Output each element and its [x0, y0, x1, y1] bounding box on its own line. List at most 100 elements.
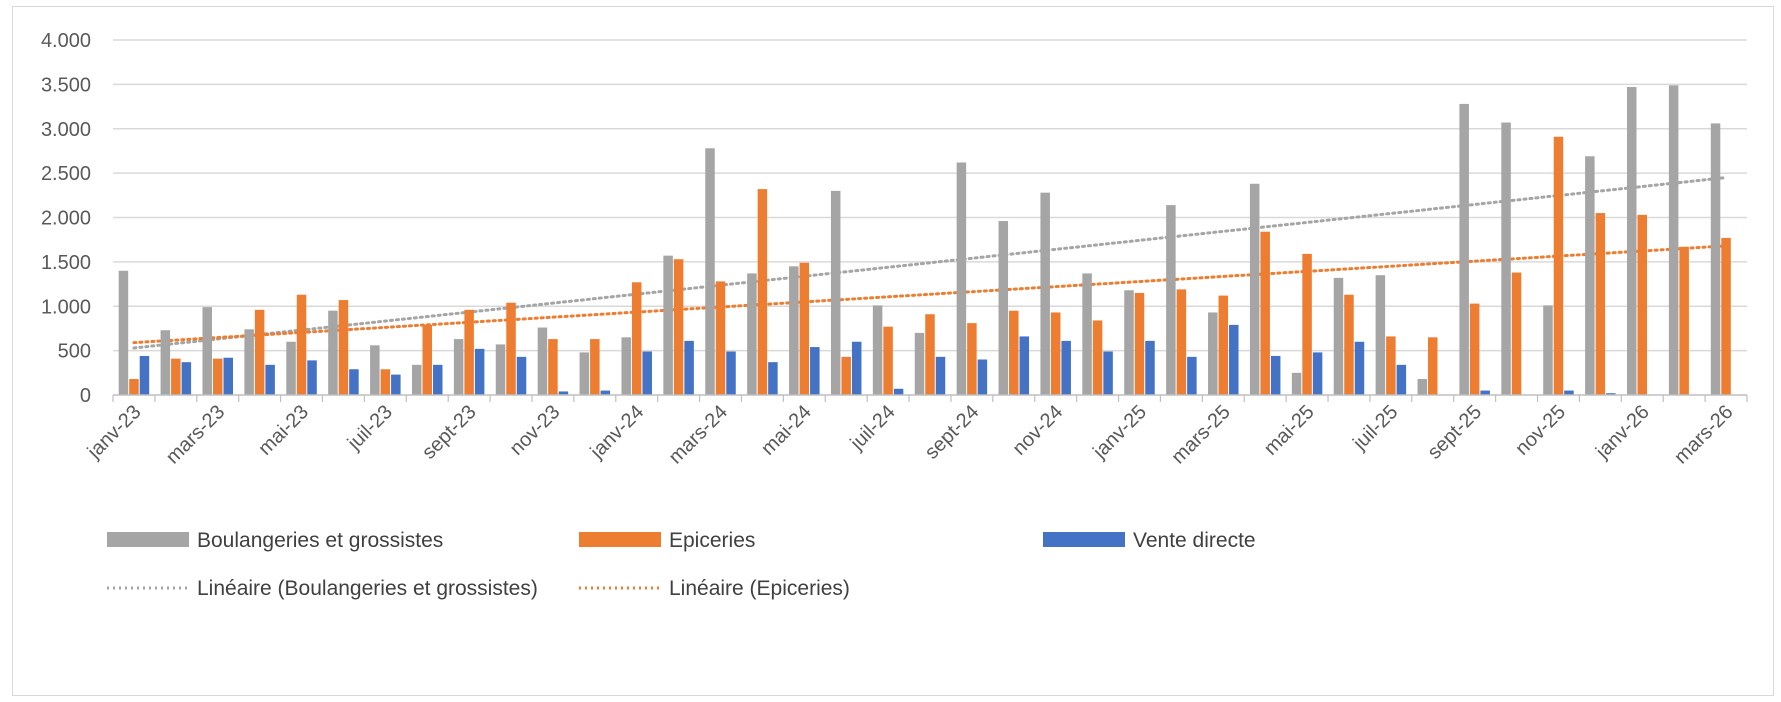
bar-boulangeries-et-grossistes — [202, 307, 212, 395]
bar-vente-directe — [1145, 340, 1155, 395]
x-tick-label: mars-25 — [1167, 401, 1234, 468]
bar-epiceries — [422, 324, 432, 395]
bar-boulangeries-et-grossistes — [1333, 277, 1344, 395]
bar-vente-directe — [139, 355, 150, 395]
bar-epiceries — [1637, 214, 1648, 395]
bar-vente-directe — [1396, 364, 1407, 395]
x-tick-label: mai-24 — [757, 401, 816, 460]
bar-vente-directe — [432, 364, 443, 395]
bar-vente-directe — [977, 359, 988, 395]
bar-boulangeries-et-grossistes — [579, 352, 590, 395]
bar-epiceries — [1134, 292, 1145, 395]
bar-boulangeries-et-grossistes — [830, 190, 841, 395]
bar-epiceries — [338, 300, 349, 395]
bar-epiceries — [1009, 310, 1019, 395]
bar-boulangeries-et-grossistes — [914, 332, 925, 395]
bar-epiceries — [1344, 294, 1354, 395]
bar-boulangeries-et-grossistes — [705, 148, 715, 395]
legend-swatch-epiceries — [579, 532, 661, 547]
bar-vente-directe — [1270, 355, 1281, 395]
bar-epiceries — [1260, 231, 1270, 395]
legend-label-epiceries: Epiceries — [669, 529, 755, 552]
x-tick-label: mars-24 — [665, 401, 732, 468]
bar-vente-directe — [935, 356, 946, 395]
bar-boulangeries-et-grossistes — [160, 330, 171, 395]
bar-vente-directe — [307, 360, 317, 395]
bar-boulangeries-et-grossistes — [1417, 379, 1428, 395]
bar-vente-directe — [516, 356, 527, 395]
bar-epiceries — [296, 294, 307, 395]
legend-swatch-boulangeries — [107, 532, 189, 547]
bar-epiceries — [506, 302, 516, 395]
bar-boulangeries-et-grossistes — [621, 337, 631, 395]
bar-vente-directe — [851, 341, 862, 395]
bar-epiceries — [129, 379, 139, 395]
y-tick-label: 1.500 — [41, 252, 91, 274]
bar-epiceries — [590, 339, 600, 395]
bar-vente-directe — [558, 391, 569, 395]
bar-vente-directe — [1061, 340, 1071, 395]
chart-frame: 0 500 1.000 1.500 2.000 2.500 3.000 3.500 4.000 … — [12, 6, 1774, 696]
bar-vente-directe — [1312, 352, 1323, 395]
bar-vente-directe — [1187, 356, 1197, 395]
bar-vente-directe — [893, 388, 904, 395]
bar-boulangeries-et-grossistes — [1208, 312, 1218, 395]
bar-epiceries — [171, 358, 181, 395]
x-tick-label: mars-23 — [162, 401, 229, 468]
x-tick-label: nov-25 — [1511, 401, 1570, 460]
x-tick-label: janv-25 — [1088, 401, 1151, 464]
bar-boulangeries-et-grossistes — [244, 329, 254, 395]
y-tick-label: 4.000 — [41, 30, 91, 52]
y-tick-label: 500 — [58, 341, 91, 363]
bar-epiceries — [1092, 320, 1103, 395]
bar-vente-directe — [391, 374, 401, 395]
bar-epiceries — [1679, 246, 1689, 395]
bar-boulangeries-et-grossistes — [1668, 85, 1679, 395]
bar-boulangeries-et-grossistes — [328, 310, 338, 395]
bar-epiceries — [254, 309, 265, 395]
bar-boulangeries-et-grossistes — [286, 341, 296, 395]
x-tick-label: juil-23 — [343, 401, 397, 455]
bar-vente-directe — [642, 351, 652, 395]
x-tick-label: juil-25 — [1348, 401, 1402, 455]
bar-epiceries — [380, 369, 391, 395]
bar-epiceries — [757, 189, 768, 395]
bar-vente-directe — [810, 347, 820, 395]
bar-boulangeries-et-grossistes — [1040, 192, 1050, 395]
bar-boulangeries-et-grossistes — [1166, 205, 1176, 395]
bar-epiceries — [1721, 237, 1731, 395]
bar-vente-directe — [1606, 393, 1616, 395]
bar-boulangeries-et-grossistes — [747, 273, 757, 395]
bar-epiceries — [883, 326, 893, 395]
y-tick-label: 2.000 — [41, 208, 91, 230]
legend-swatch-vente-directe — [1043, 532, 1125, 547]
x-tick-label: nov-23 — [506, 401, 565, 460]
chart-svg: 05001.0001.5002.0002.5003.0003.5004.000 … — [41, 30, 1748, 600]
bar-boulangeries-et-grossistes — [872, 305, 883, 395]
y-tick-label: 0 — [80, 385, 91, 407]
x-tick-label: mai-23 — [254, 401, 313, 460]
bar-epiceries — [1595, 213, 1606, 395]
bar-epiceries — [1302, 253, 1312, 395]
bar-epiceries — [1469, 303, 1480, 395]
x-tick-label: janv-26 — [1591, 401, 1654, 464]
bar-epiceries — [841, 356, 851, 395]
x-tick-label: mai-25 — [1260, 401, 1319, 460]
bar-boulangeries-et-grossistes — [453, 339, 464, 395]
bar-epiceries — [212, 358, 223, 395]
bar-vente-directe — [349, 369, 359, 395]
bar-vente-directe — [1019, 336, 1030, 395]
bar-epiceries — [925, 314, 935, 395]
bar-epiceries — [673, 259, 684, 395]
bar-boulangeries-et-grossistes — [1124, 290, 1134, 395]
x-tick-label: mars-26 — [1670, 401, 1737, 468]
bar-epiceries — [1553, 136, 1564, 396]
bar-boulangeries-et-grossistes — [1501, 122, 1511, 395]
bar-boulangeries-et-grossistes — [1459, 103, 1469, 396]
bar-boulangeries-et-grossistes — [1627, 87, 1637, 395]
bar-epiceries — [1050, 312, 1061, 395]
bar-epiceries — [967, 323, 977, 395]
bar-vente-directe — [265, 364, 275, 395]
bar-boulangeries-et-grossistes — [1249, 183, 1260, 395]
bar-epiceries — [799, 262, 810, 395]
